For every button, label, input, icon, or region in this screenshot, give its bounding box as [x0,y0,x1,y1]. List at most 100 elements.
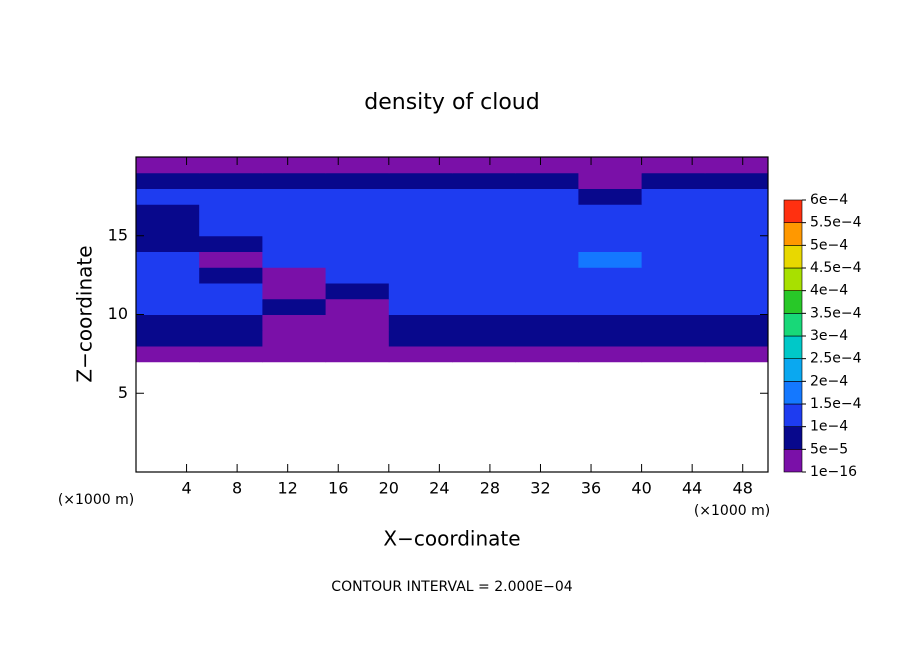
contour-cell [388,204,453,221]
contour-cell [136,220,200,237]
contour-cell [704,235,769,252]
contour-cell [578,314,643,331]
colorbar-label: 1e−4 [810,419,848,435]
contour-cell [136,235,200,252]
contour-cell [515,267,579,284]
contour-cell [452,157,516,174]
colorbar-label: 5.5e−4 [810,215,862,231]
contour-cell [199,157,263,174]
contour-cell [641,251,706,268]
colorbar-label: 4.5e−4 [810,260,862,276]
contour-cell [704,330,769,347]
contour-cell [515,346,579,363]
contour-cell [388,267,453,284]
contour-cell [199,235,263,252]
x-tick-label: 12 [278,479,298,498]
x-tick-label: 16 [328,479,348,498]
contour-cell [641,283,706,300]
contour-cell [578,251,643,268]
contour-cell [641,204,706,221]
x-tick-label: 20 [379,479,399,498]
colorbar-label: 6e−4 [810,192,848,208]
y-tick-label: 5 [118,383,128,402]
contour-cell [515,172,579,189]
contour-cell [325,220,390,237]
contour-cell [199,346,263,363]
contour-cell [452,283,516,300]
contour-cell [199,330,263,347]
contour-cell [199,298,263,315]
contour-cell [388,235,453,252]
contour-cell [515,251,579,268]
contour-cell [136,298,200,315]
contour-cell [515,283,579,300]
contour-cell [704,220,769,237]
contour-cell [199,314,263,331]
colorbar-box [783,449,803,473]
contour-cell [578,267,643,284]
contour-cell [578,204,643,221]
contour-cell [136,251,200,268]
contour-cell [262,251,327,268]
contour-cell [262,157,327,174]
contour-cell [641,267,706,284]
contour-cell [136,172,200,189]
contour-cell [262,220,327,237]
y-tick-label: 10 [108,304,128,323]
contour-cell [388,283,453,300]
y-axis-label: Z−coordinate [73,245,97,382]
colorbar-label: 5e−5 [810,441,848,457]
colorbar-box [783,426,803,450]
x-tick-label: 44 [682,479,702,498]
contour-cell [704,204,769,221]
contour-cell [262,267,327,284]
footnote: CONTOUR INTERVAL = 2.000E−04 [331,579,572,595]
contour-cell [262,188,327,205]
colorbar-box [783,403,803,427]
contour-cell [704,267,769,284]
contour-cell [262,298,327,315]
contour-cell [641,235,706,252]
contour-cell [199,267,263,284]
contour-cell [515,157,579,174]
contour-cell [704,188,769,205]
y-tick-label: 15 [108,225,128,244]
contour-cell [325,283,390,300]
colorbar-box [783,267,803,291]
contour-cell [578,298,643,315]
contour-cell [262,283,327,300]
contour-cell [262,172,327,189]
contour-cell [452,346,516,363]
colorbar-box [783,199,803,223]
contour-cell [515,298,579,315]
contour-cell [704,314,769,331]
contour-cell [325,346,390,363]
contour-cell [704,251,769,268]
contour-cell [704,298,769,315]
contour-cell [388,346,453,363]
contour-cell [704,346,769,363]
contour-cell [388,172,453,189]
x-tick-label: 40 [631,479,651,498]
colorbar-box [783,290,803,314]
x-axis-unit: (×1000 m) [694,503,770,519]
contour-cell [136,314,200,331]
contour-cell [578,220,643,237]
contour-cell [578,172,643,189]
contour-cell [262,204,327,221]
x-tick-label: 24 [429,479,449,498]
contour-cell [325,172,390,189]
contour-cell [452,314,516,331]
contour-cell [452,188,516,205]
contour-cell [704,157,769,174]
contour-cell [452,251,516,268]
contour-cell [136,346,200,363]
contour-cell [136,283,200,300]
colorbar-label: 2e−4 [810,373,848,389]
chart-title: density of cloud [364,90,539,115]
contour-cell [641,172,706,189]
colorbar-label: 4e−4 [810,283,848,299]
colorbar-box [783,358,803,382]
colorbar-box [783,335,803,359]
contour-cell [578,157,643,174]
